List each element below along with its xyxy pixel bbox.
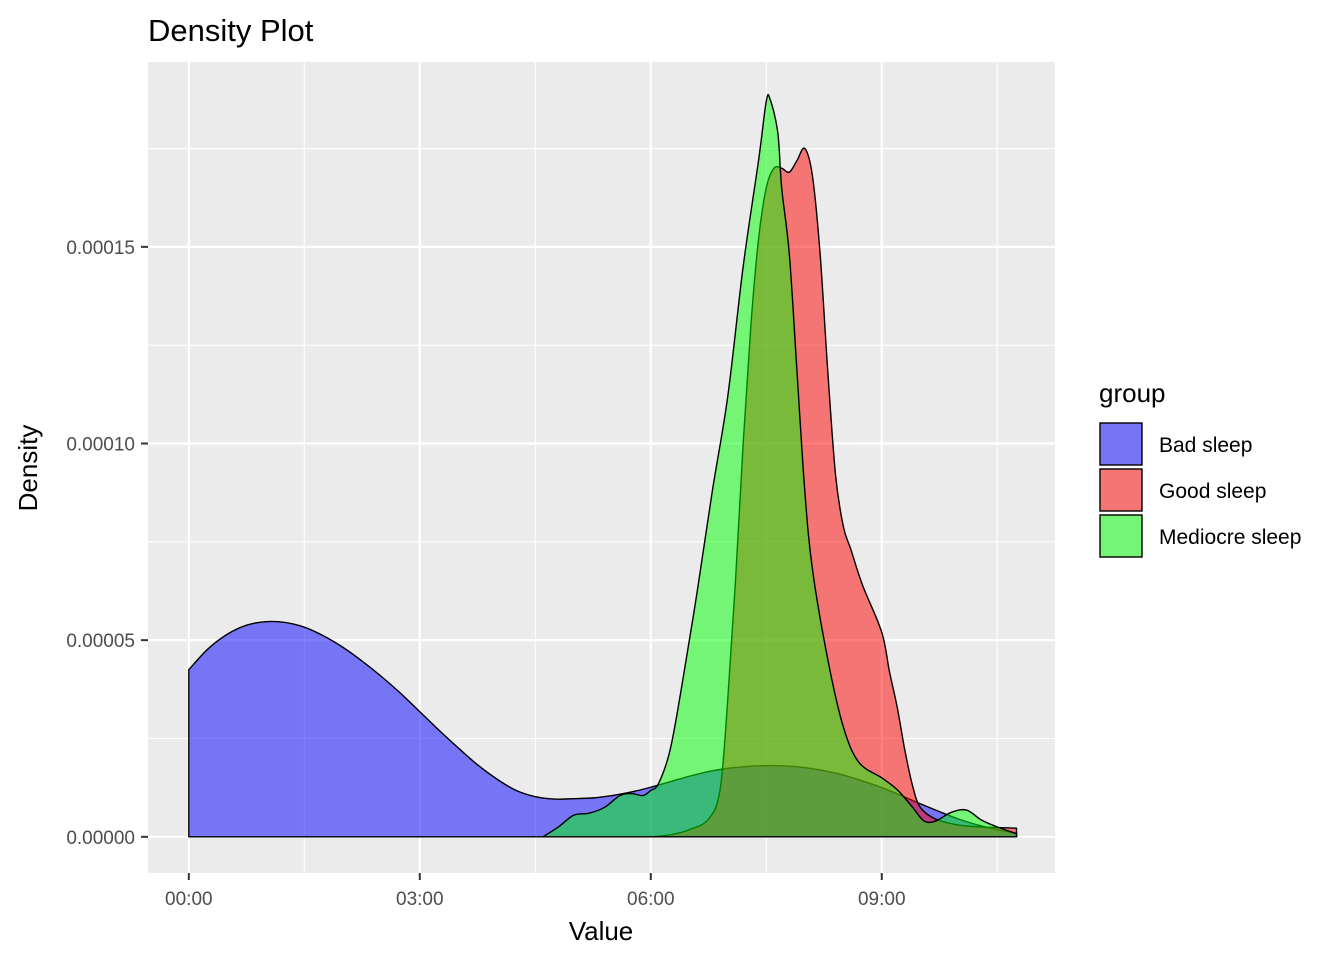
- legend-label-mediocre-sleep: Mediocre sleep: [1159, 526, 1301, 549]
- density-area-mediocre-sleep: [542, 93, 1018, 838]
- y-tick-label: 0.00000: [66, 828, 135, 849]
- x-tick-label: 00:00: [165, 889, 213, 910]
- y-tick-label: 0.00015: [66, 238, 135, 259]
- density-areas: [188, 93, 1018, 838]
- legend-swatch-bad-sleep: [1099, 422, 1143, 466]
- legend-label-good-sleep: Good sleep: [1159, 480, 1266, 503]
- legend-title: group: [1099, 378, 1166, 408]
- legend-swatch-mediocre-sleep: [1099, 514, 1143, 558]
- x-tick-label: 09:00: [858, 889, 906, 910]
- axes: 00:00 03:00 06:00 09:00 0.00000 0.00005 0.0001…: [66, 238, 905, 910]
- x-tick-label: 06:00: [627, 889, 675, 910]
- x-axis-title: Value: [569, 916, 634, 946]
- legend: group Bad sleep Good sleep Mediocre sleep: [1099, 378, 1301, 558]
- y-axis-title: Density: [13, 425, 43, 512]
- x-tick-label: 03:00: [396, 889, 444, 910]
- y-tick-label: 0.00005: [66, 631, 135, 652]
- legend-swatch-good-sleep: [1099, 468, 1143, 512]
- legend-label-bad-sleep: Bad sleep: [1159, 434, 1252, 457]
- chart-title: Density Plot: [148, 13, 314, 48]
- y-tick-label: 0.00010: [66, 435, 135, 456]
